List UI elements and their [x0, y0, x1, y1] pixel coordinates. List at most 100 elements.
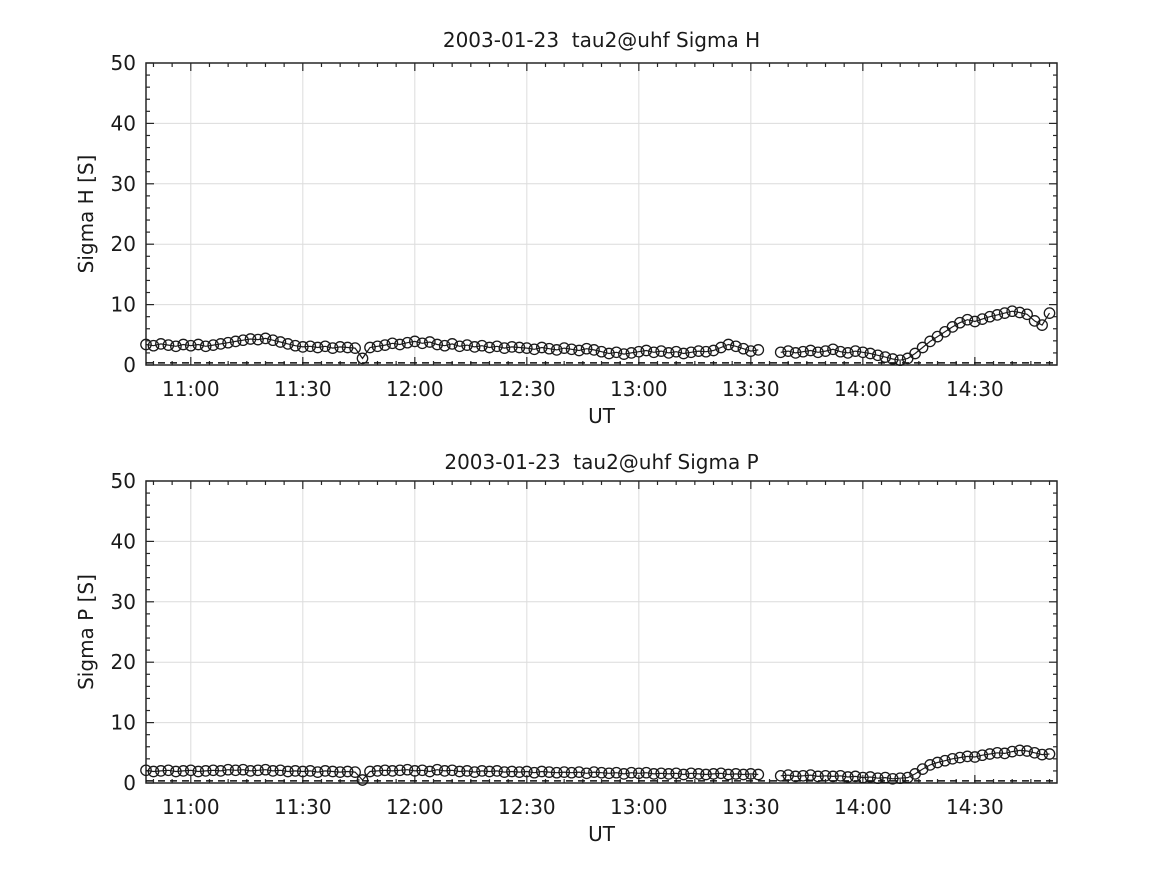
data-point [282, 765, 294, 778]
data-point [752, 768, 765, 781]
y-tick-label: 20 [111, 232, 136, 256]
data-point [983, 748, 996, 760]
data-point [147, 339, 160, 352]
axis-ticks [146, 480, 1057, 784]
data-point [632, 345, 645, 358]
sigma-p-plot: 0 10 20 30 40 50 11:00 11:30 12:00 12:30 13:00 13:3… [111, 469, 1058, 819]
data-point [797, 769, 809, 782]
data-point [140, 338, 152, 351]
data-point [1043, 748, 1056, 760]
data-point [804, 344, 817, 357]
data-point [976, 749, 989, 762]
data-point [214, 765, 227, 777]
data-point [983, 310, 996, 323]
data-point [1013, 744, 1026, 757]
data-point [199, 340, 212, 353]
data-point [1021, 308, 1033, 321]
x-tick-label: 14:30 [946, 795, 1004, 819]
data-point [155, 765, 167, 777]
data-point [289, 765, 302, 777]
data-point [423, 336, 436, 348]
data-point [364, 765, 376, 778]
plot-box [145, 480, 1058, 784]
data-point [1006, 745, 1019, 758]
data-point [520, 342, 533, 354]
data-point [737, 768, 750, 781]
data-point [513, 341, 526, 354]
data-point [647, 768, 660, 780]
data-point [998, 747, 1011, 760]
data-point [222, 336, 234, 349]
data-point [618, 348, 630, 360]
data-point [774, 769, 787, 782]
grid-lines [146, 63, 1057, 365]
data-point [237, 763, 249, 776]
data-point [267, 334, 279, 347]
data-point [229, 335, 242, 348]
data-point [625, 347, 638, 359]
data-point [446, 338, 459, 350]
data-point [296, 341, 309, 353]
data-point [857, 346, 869, 359]
data-point [453, 340, 466, 353]
data-point [334, 766, 346, 778]
data-point [998, 307, 1011, 319]
data-point [871, 349, 884, 362]
grid-lines [146, 481, 1057, 783]
data-point [364, 341, 376, 354]
data-point [401, 336, 414, 349]
data-point [379, 339, 391, 351]
data-point [849, 770, 862, 783]
data-point [259, 763, 272, 776]
x-tick-label: 11:00 [162, 795, 220, 819]
x-tick-label: 13:30 [722, 377, 780, 401]
y-tick-label: 30 [111, 590, 136, 614]
data-point [573, 766, 585, 778]
data-point [506, 765, 518, 778]
data-point [879, 771, 892, 784]
axis-ticks [146, 62, 1057, 366]
x-tick-label: 13:00 [610, 795, 668, 819]
x-tick-label: 14:00 [834, 377, 892, 401]
data-point [655, 345, 668, 357]
data-point [416, 764, 429, 777]
sigma-p-title: 2003-01-23 tau2@uhf Sigma P [444, 450, 759, 474]
y-tick-label: 0 [123, 771, 136, 795]
data-point [289, 339, 302, 352]
data-point [715, 767, 727, 780]
data-point [700, 768, 712, 781]
data-point [625, 766, 638, 779]
data-point [782, 769, 795, 781]
data-point [528, 766, 541, 779]
data-point [334, 341, 346, 353]
data-point [319, 765, 332, 777]
data-point [349, 766, 361, 778]
data-point [431, 338, 444, 351]
data-point [535, 765, 548, 778]
data-point [483, 341, 496, 354]
data-point [311, 766, 324, 778]
data-markers [140, 744, 1056, 786]
data-point [939, 754, 951, 767]
data-point [812, 346, 824, 359]
data-point [1028, 746, 1041, 759]
data-point [192, 765, 205, 778]
data-point [677, 768, 690, 781]
data-point [961, 313, 974, 326]
x-tick-label: 11:30 [274, 377, 332, 401]
data-point [1036, 748, 1048, 761]
data-point [715, 341, 727, 354]
data-point [573, 344, 585, 357]
data-point [274, 764, 287, 777]
data-point [468, 766, 481, 778]
data-point [580, 342, 593, 355]
data-point [162, 764, 175, 777]
data-point [744, 768, 757, 780]
data-point [371, 765, 384, 777]
data-point [184, 764, 197, 777]
data-point [879, 351, 892, 363]
data-point [804, 769, 817, 781]
data-point [274, 336, 287, 348]
data-point [214, 338, 227, 350]
